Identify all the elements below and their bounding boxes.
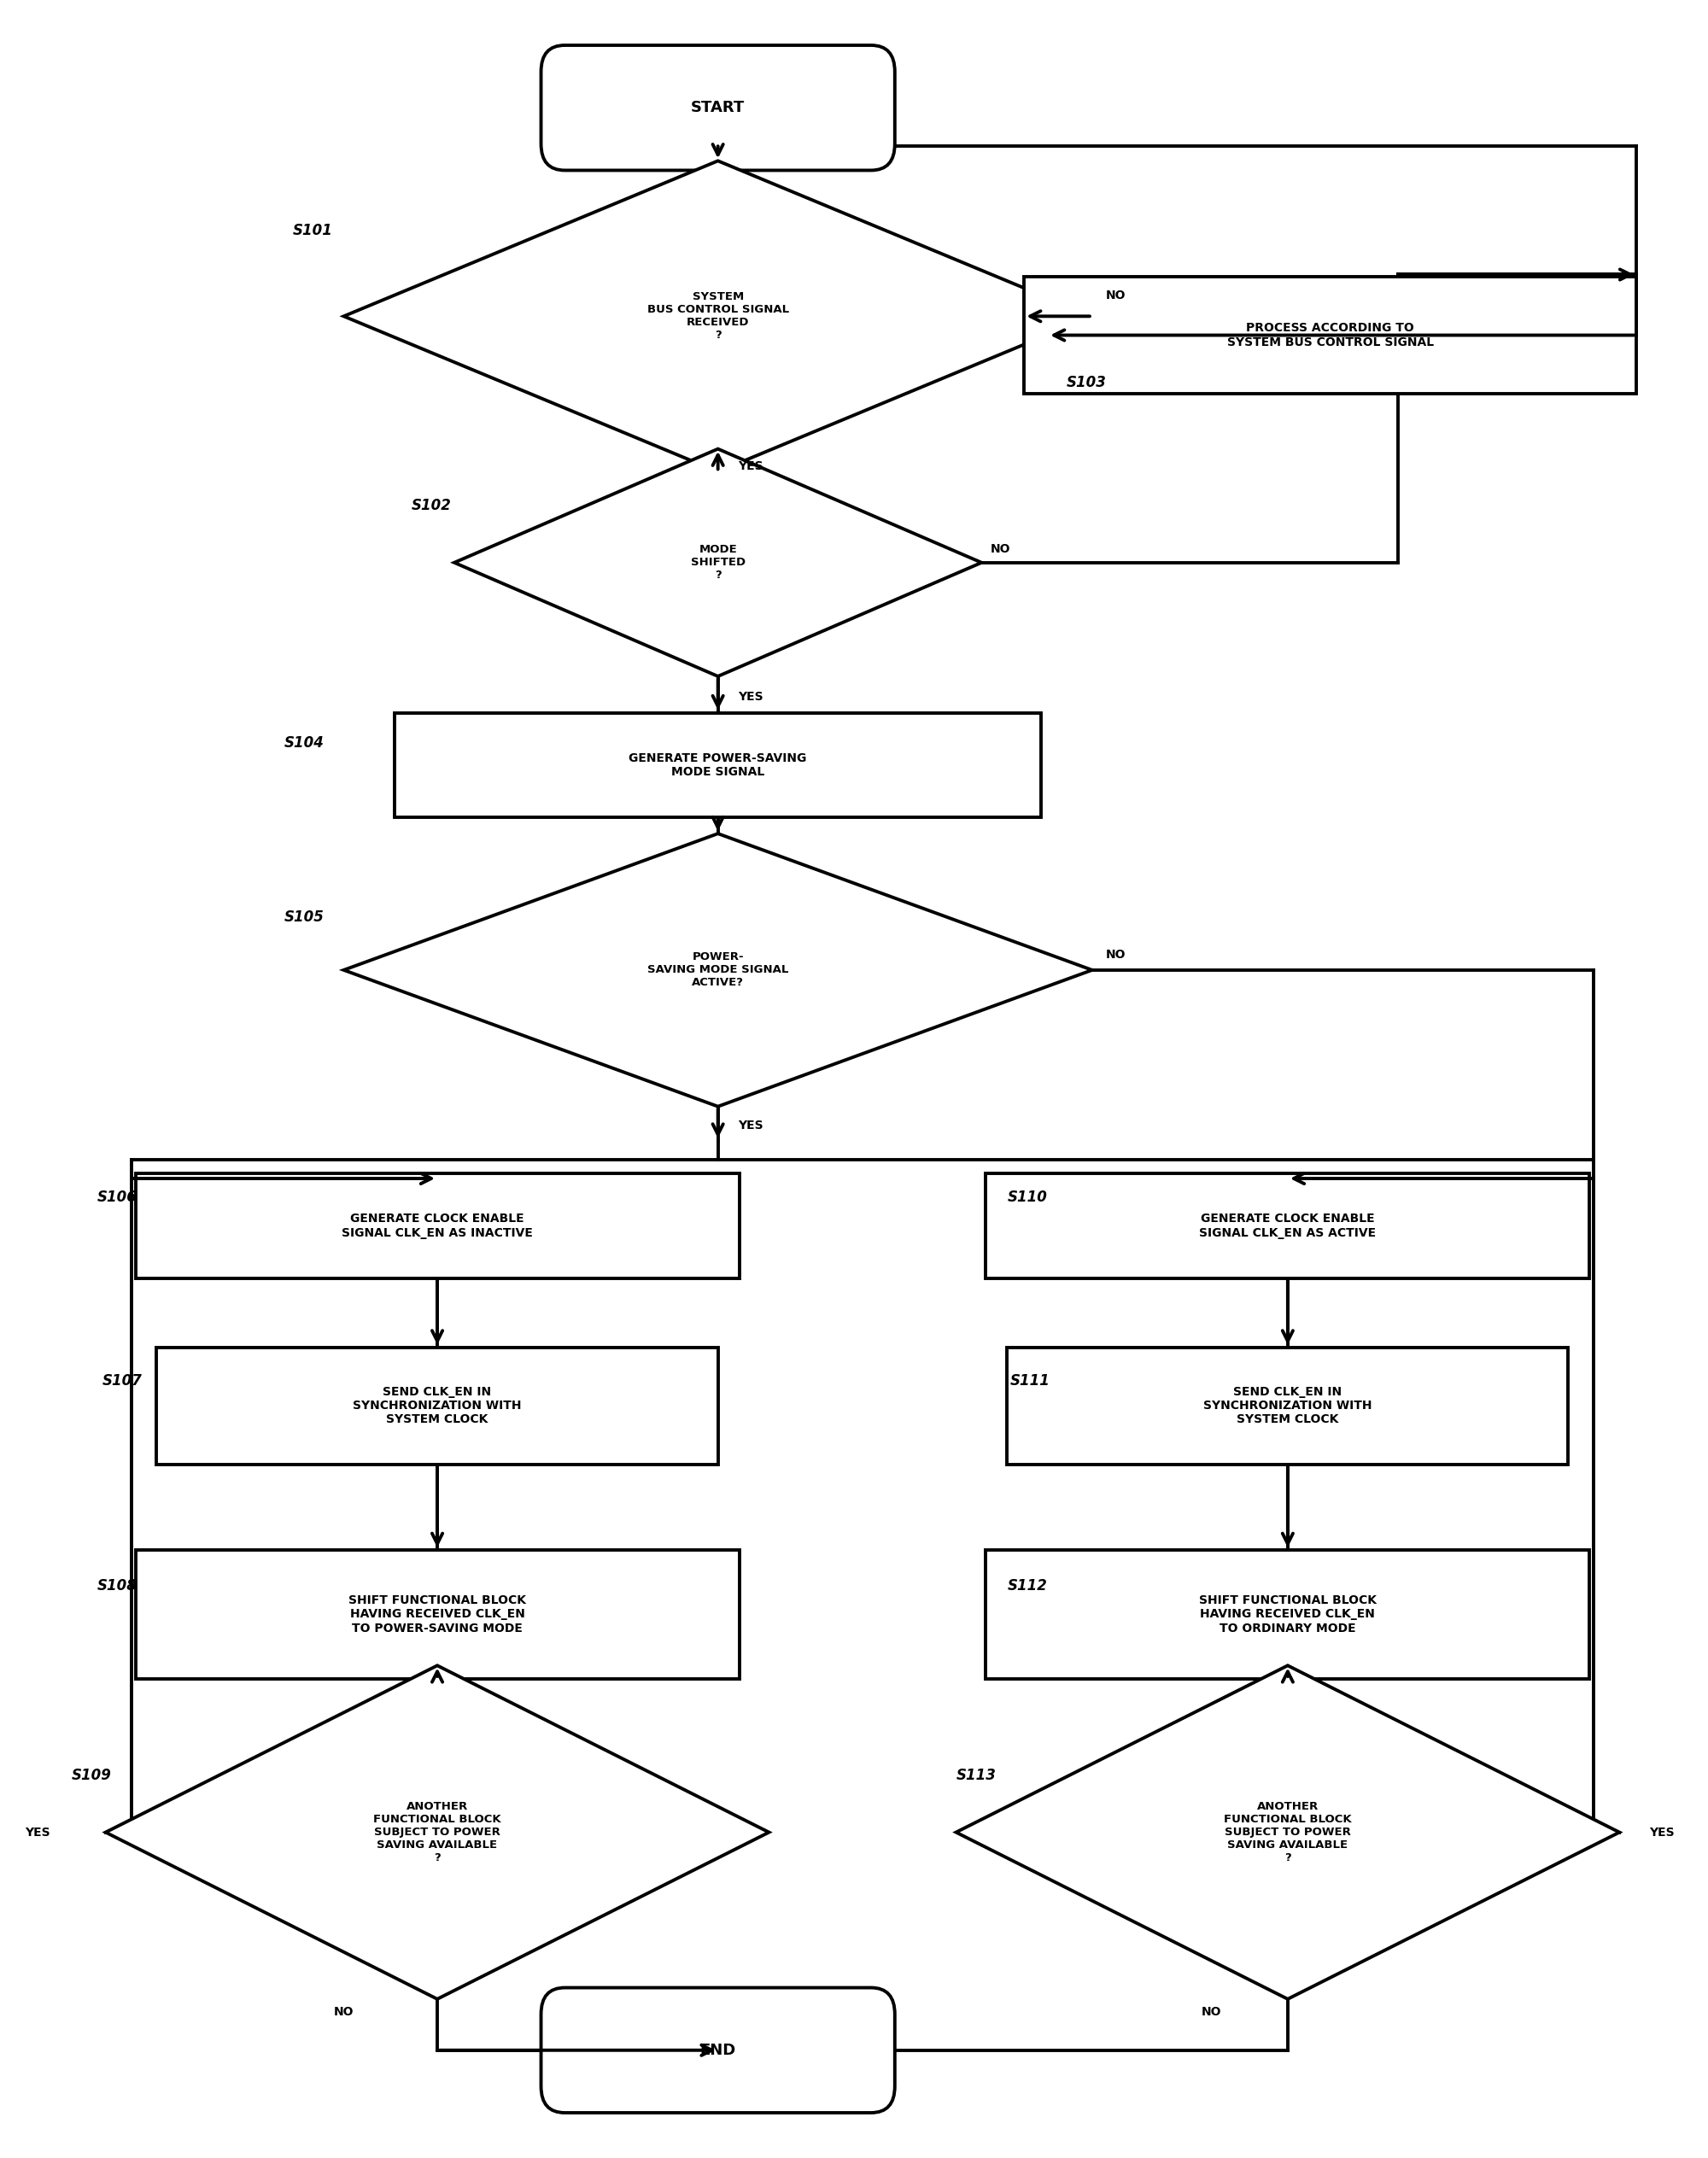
Text: MODE
SHIFTED
?: MODE SHIFTED ? xyxy=(690,544,745,581)
Text: S107: S107 xyxy=(102,1375,142,1390)
FancyBboxPatch shape xyxy=(1008,1347,1568,1465)
Text: SHIFT FUNCTIONAL BLOCK
HAVING RECEIVED CLK_EN
TO ORDINARY MODE: SHIFT FUNCTIONAL BLOCK HAVING RECEIVED C… xyxy=(1199,1595,1377,1634)
Text: S102: S102 xyxy=(412,498,453,514)
FancyBboxPatch shape xyxy=(157,1347,717,1465)
Text: S103: S103 xyxy=(1066,375,1107,391)
Polygon shape xyxy=(343,162,1091,473)
Text: ANOTHER
FUNCTIONAL BLOCK
SUBJECT TO POWER
SAVING AVAILABLE
?: ANOTHER FUNCTIONAL BLOCK SUBJECT TO POWE… xyxy=(374,1802,500,1865)
FancyBboxPatch shape xyxy=(135,1549,740,1679)
Text: YES: YES xyxy=(738,691,763,704)
Text: ANOTHER
FUNCTIONAL BLOCK
SUBJECT TO POWER
SAVING AVAILABLE
?: ANOTHER FUNCTIONAL BLOCK SUBJECT TO POWE… xyxy=(1225,1802,1351,1865)
Polygon shape xyxy=(343,833,1091,1107)
Text: GENERATE POWER-SAVING
MODE SIGNAL: GENERATE POWER-SAVING MODE SIGNAL xyxy=(629,753,806,779)
FancyBboxPatch shape xyxy=(541,45,895,170)
Text: SYSTEM
BUS CONTROL SIGNAL
RECEIVED
?: SYSTEM BUS CONTROL SIGNAL RECEIVED ? xyxy=(647,291,789,341)
Text: POWER-
SAVING MODE SIGNAL
ACTIVE?: POWER- SAVING MODE SIGNAL ACTIVE? xyxy=(647,952,789,988)
Text: NO: NO xyxy=(991,544,1009,555)
Text: S108: S108 xyxy=(97,1577,137,1593)
Text: S113: S113 xyxy=(956,1767,996,1783)
Text: NO: NO xyxy=(1105,289,1126,302)
Text: S104: S104 xyxy=(284,736,325,751)
Text: GENERATE CLOCK ENABLE
SIGNAL CLK_EN AS INACTIVE: GENERATE CLOCK ENABLE SIGNAL CLK_EN AS I… xyxy=(342,1213,533,1239)
Text: NO: NO xyxy=(1105,950,1126,960)
Polygon shape xyxy=(956,1666,1619,1998)
Polygon shape xyxy=(454,449,982,675)
Text: START: START xyxy=(692,99,745,117)
Text: NO: NO xyxy=(333,2007,354,2018)
Text: SEND CLK_EN IN
SYNCHRONIZATION WITH
SYSTEM CLOCK: SEND CLK_EN IN SYNCHRONIZATION WITH SYST… xyxy=(1204,1385,1372,1426)
Text: S109: S109 xyxy=(72,1767,111,1783)
Text: NO: NO xyxy=(1201,2007,1221,2018)
Text: YES: YES xyxy=(26,1826,50,1839)
FancyBboxPatch shape xyxy=(541,1988,895,2113)
Text: YES: YES xyxy=(1650,1826,1674,1839)
FancyBboxPatch shape xyxy=(986,1174,1590,1278)
FancyBboxPatch shape xyxy=(1025,276,1636,395)
Text: S101: S101 xyxy=(292,222,333,240)
FancyBboxPatch shape xyxy=(986,1549,1590,1679)
Text: S106: S106 xyxy=(97,1189,137,1204)
Polygon shape xyxy=(106,1666,769,1998)
Text: END: END xyxy=(700,2041,736,2059)
Text: S110: S110 xyxy=(1008,1189,1047,1204)
FancyBboxPatch shape xyxy=(395,714,1042,818)
FancyBboxPatch shape xyxy=(135,1174,740,1278)
Text: PROCESS ACCORDING TO
SYSTEM BUS CONTROL SIGNAL: PROCESS ACCORDING TO SYSTEM BUS CONTROL … xyxy=(1226,322,1433,347)
Text: S111: S111 xyxy=(1011,1375,1050,1390)
Text: GENERATE CLOCK ENABLE
SIGNAL CLK_EN AS ACTIVE: GENERATE CLOCK ENABLE SIGNAL CLK_EN AS A… xyxy=(1199,1213,1377,1239)
Text: YES: YES xyxy=(738,460,763,473)
Text: SEND CLK_EN IN
SYNCHRONIZATION WITH
SYSTEM CLOCK: SEND CLK_EN IN SYNCHRONIZATION WITH SYST… xyxy=(354,1385,521,1426)
Text: S105: S105 xyxy=(284,909,325,924)
Text: S112: S112 xyxy=(1008,1577,1047,1593)
Text: SHIFT FUNCTIONAL BLOCK
HAVING RECEIVED CLK_EN
TO POWER-SAVING MODE: SHIFT FUNCTIONAL BLOCK HAVING RECEIVED C… xyxy=(348,1595,526,1634)
Text: YES: YES xyxy=(738,1120,763,1131)
